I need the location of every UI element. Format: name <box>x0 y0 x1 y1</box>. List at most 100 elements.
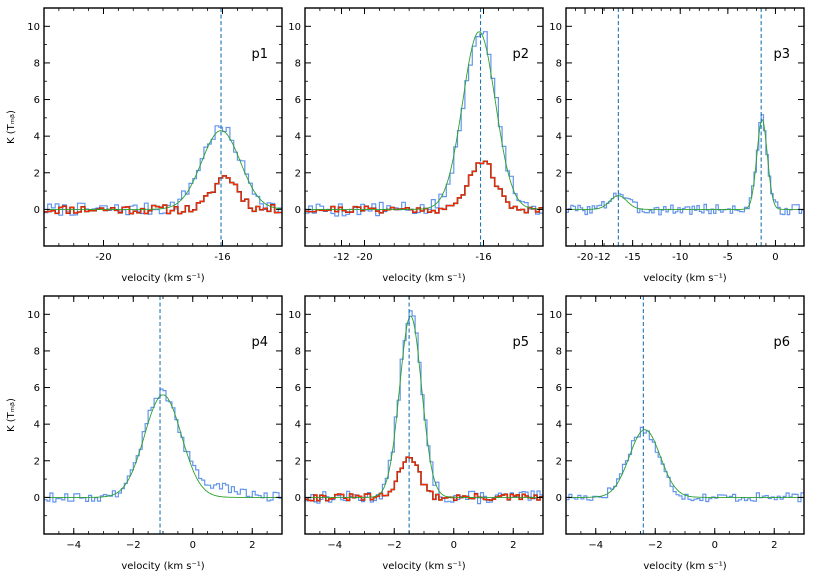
fit-curve <box>44 394 282 498</box>
plot-area <box>305 8 543 246</box>
x-axis-label: velocity (km s⁻¹) <box>121 561 204 572</box>
x-tick-label: -10 <box>672 252 688 263</box>
x-axis-label: velocity (km s⁻¹) <box>643 561 726 572</box>
y-tick-label: 10 <box>27 22 40 33</box>
observed-spectrum <box>305 31 543 217</box>
x-tick-label: -5 <box>723 252 733 263</box>
x-axis-label: velocity (km s⁻¹) <box>643 273 726 284</box>
x-tick-label: -15 <box>624 252 640 263</box>
y-tick-label: 0 <box>556 205 562 216</box>
x-tick-label: -12 <box>333 252 349 263</box>
y-tick-label: 2 <box>295 168 301 179</box>
fit-curve <box>305 31 543 210</box>
panel-p2: 0 2 4 6 8 10 -20 -16 -12 p2 velocity (km s⁻¹) <box>288 7 611 284</box>
secondary-spectrum <box>305 456 543 502</box>
fit-curve <box>305 315 543 498</box>
y-tick-label: 2 <box>556 168 562 179</box>
y-tick-label: 2 <box>295 456 301 467</box>
x-tick-label: −2 <box>648 540 663 551</box>
x-tick-label: 0 <box>772 252 778 263</box>
y-tick-label: 4 <box>34 132 40 143</box>
y-tick-label: 6 <box>34 383 40 394</box>
y-tick-label: 6 <box>295 383 301 394</box>
axes-frame <box>565 7 805 247</box>
x-tick-label: −4 <box>588 540 603 551</box>
plot-area <box>566 8 804 246</box>
panel-p3: 0 2 4 6 8 10 -20 -15 -10 -5 0 p3 velocity (km s⁻¹) <box>549 7 805 284</box>
panel-label: p4 <box>251 335 268 350</box>
y-tick-label: 0 <box>34 493 40 504</box>
y-tick-label: 2 <box>556 456 562 467</box>
y-tick-label: 8 <box>295 346 301 357</box>
panel-p6: 0 2 4 6 8 10 −4 −2 0 2 p6 velocity (km s⁻¹) <box>549 295 805 572</box>
panel-p4: 0 2 4 6 8 10 −4 −2 0 2 p4 velocity (km s⁻¹) K (Tₘᵦ) <box>6 295 283 572</box>
secondary-spectrum-edge <box>44 175 282 215</box>
x-tick-label: 2 <box>771 540 777 551</box>
y-tick-label: 6 <box>295 95 301 106</box>
x-tick-label: -20 <box>356 252 372 263</box>
plot-area <box>305 296 543 534</box>
y-tick-label: 10 <box>288 310 301 321</box>
observed-spectrum <box>566 426 804 503</box>
y-axis-label: K (Tₘᵦ) <box>6 398 17 432</box>
x-tick-label: 0 <box>190 540 196 551</box>
x-tick-label: -16 <box>214 252 230 263</box>
x-tick-label: -20 <box>577 252 593 263</box>
y-tick-label: 6 <box>556 383 562 394</box>
plot-area <box>566 296 804 534</box>
y-tick-label: 10 <box>288 22 301 33</box>
y-tick-label: 10 <box>549 310 562 321</box>
observed-spectrum <box>44 388 282 503</box>
y-tick-label: 8 <box>556 58 562 69</box>
y-tick-label: 4 <box>34 420 40 431</box>
x-tick-label: −2 <box>387 540 402 551</box>
y-tick-label: 4 <box>556 420 562 431</box>
panel-label: p6 <box>773 335 790 350</box>
panel-p5: 0 2 4 6 8 10 −4 −2 0 2 p5 velocity (km s⁻¹) <box>288 295 544 572</box>
x-axis-label: velocity (km s⁻¹) <box>382 561 465 572</box>
panel-label: p3 <box>773 47 790 62</box>
y-tick-label: 8 <box>556 346 562 357</box>
y-tick-label: 2 <box>34 168 40 179</box>
panel-label: p1 <box>251 47 268 62</box>
y-tick-label: 8 <box>34 346 40 357</box>
secondary-spectrum <box>305 160 543 214</box>
y-tick-label: 4 <box>295 132 301 143</box>
y-tick-label: 0 <box>556 493 562 504</box>
y-tick-label: 6 <box>556 95 562 106</box>
plot-area <box>44 8 282 246</box>
panel-label: p5 <box>512 335 529 350</box>
y-tick-label: 4 <box>295 420 301 431</box>
observed-spectrum <box>44 125 282 216</box>
x-tick-label: −4 <box>66 540 81 551</box>
x-axis-label: velocity (km s⁻¹) <box>382 273 465 284</box>
fit-curve <box>566 429 804 498</box>
panel-p1: 0 2 4 6 8 10 -20 -16 -12 p1 velocity (km s⁻¹) K (Tₘ… <box>6 7 350 284</box>
y-tick-label: 0 <box>295 493 301 504</box>
x-tick-label: -16 <box>475 252 491 263</box>
x-tick-label: 2 <box>249 540 255 551</box>
secondary-spectrum <box>44 175 282 215</box>
y-tick-label: 0 <box>34 205 40 216</box>
y-tick-label: 10 <box>549 22 562 33</box>
fit-curve <box>44 130 282 210</box>
y-tick-label: 2 <box>34 456 40 467</box>
x-tick-label: 0 <box>712 540 718 551</box>
y-tick-label: 8 <box>34 58 40 69</box>
x-tick-label: −2 <box>126 540 141 551</box>
x-tick-label: −4 <box>327 540 342 551</box>
plot-area <box>44 296 282 534</box>
y-tick-label: 6 <box>34 95 40 106</box>
y-tick-label: 0 <box>295 205 301 216</box>
y-tick-label: 10 <box>27 310 40 321</box>
x-tick-label: -20 <box>95 252 111 263</box>
y-tick-label: 8 <box>295 58 301 69</box>
x-tick-label: -12 <box>594 252 610 263</box>
axes-frame <box>43 7 283 247</box>
x-axis-label: velocity (km s⁻¹) <box>121 273 204 284</box>
observed-spectrum <box>566 114 804 216</box>
x-tick-label: 0 <box>451 540 457 551</box>
y-tick-label: 4 <box>556 132 562 143</box>
